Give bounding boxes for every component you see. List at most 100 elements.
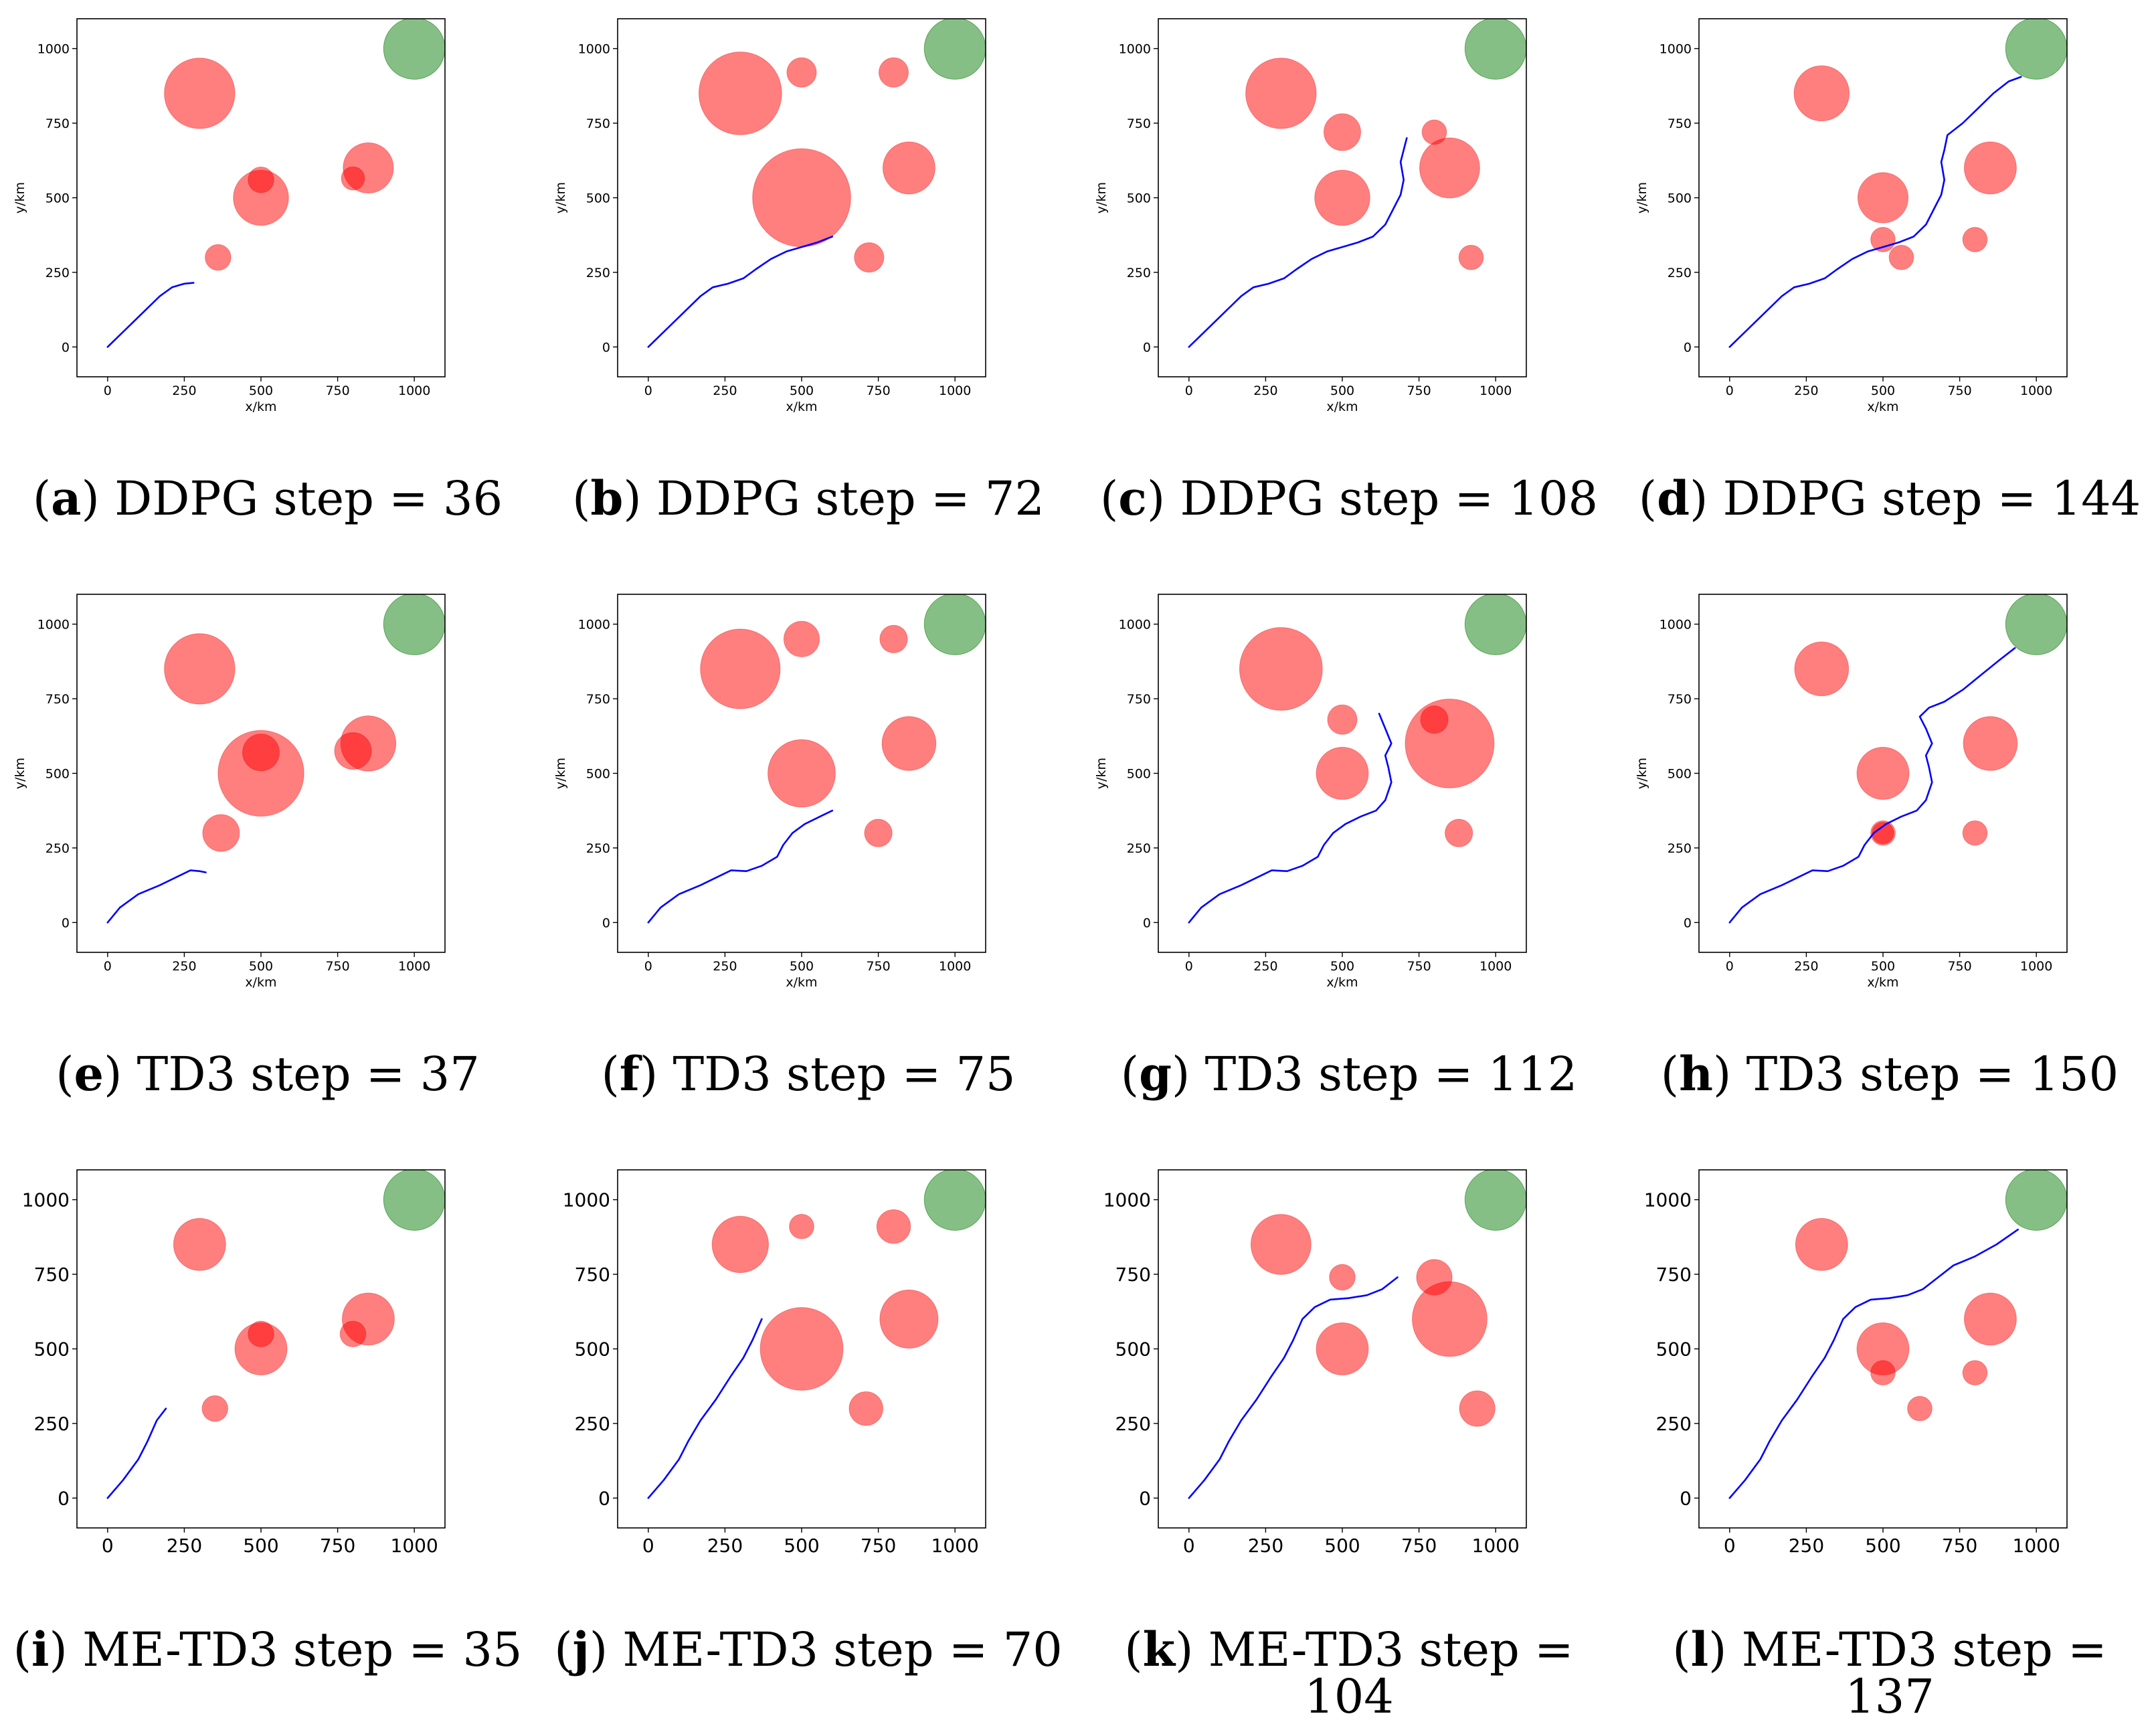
obstacle-circle <box>1327 704 1358 735</box>
y-tick-label: 500 <box>1668 766 1692 781</box>
y-tick-label: 1000 <box>563 1189 610 1211</box>
x-tick-label: 500 <box>1324 1535 1360 1557</box>
goal-circle <box>383 1170 445 1231</box>
obstacle-circle <box>1316 747 1369 800</box>
obstacle-circle <box>700 628 781 709</box>
chart-svg: 0 250 500 750 1000 0 250 500 750 1000 <box>1644 1169 2068 1557</box>
x-tick-label: 750 <box>861 1535 896 1557</box>
obstacle-circle <box>1459 1390 1496 1427</box>
y-tick-label: 1000 <box>1644 1189 1692 1211</box>
y-tick-label: 500 <box>46 191 70 205</box>
x-axis-label: x/km <box>1867 400 1898 414</box>
x-tick-label: 750 <box>320 1535 355 1557</box>
x-tick-label: 0 <box>102 1535 114 1557</box>
trajectory-line <box>1188 1276 1399 1499</box>
y-tick-label: 750 <box>1668 692 1692 707</box>
obstacle-circle <box>1856 747 1910 800</box>
x-tick-label: 500 <box>1330 383 1354 398</box>
x-tick-label: 750 <box>1407 959 1431 974</box>
chart-svg: 0 250 500 750 1000 0 250 500 750 1000 x/km y/km <box>553 18 986 414</box>
chart-svg: 0 250 500 750 1000 0 250 500 750 1000 x/km y/km <box>1094 18 1527 414</box>
plot-l: 0 250 500 750 1000 0 250 500 750 1000 <box>1622 1151 2077 1579</box>
x-axis-label: x/km <box>245 400 276 414</box>
trajectory-line <box>1188 137 1408 348</box>
y-tick-label: 500 <box>586 191 610 205</box>
caption-a: (a) DDPG step = 36 <box>32 470 503 526</box>
y-tick-label: 0 <box>58 1487 70 1509</box>
obstacle-circle <box>1445 818 1473 847</box>
y-axis-label: y/km <box>1094 758 1109 789</box>
x-tick-label: 750 <box>866 959 890 974</box>
y-tick-label: 500 <box>34 1339 70 1361</box>
obstacle-circle <box>752 148 851 248</box>
obstacle-circle <box>173 1218 226 1271</box>
x-tick-label: 500 <box>249 383 273 398</box>
obstacle-circle <box>698 52 782 135</box>
caption-b: (b) DDPG step = 72 <box>572 470 1045 526</box>
x-tick-label: 250 <box>1248 1535 1283 1557</box>
obstacle-circle <box>876 1209 911 1244</box>
panel-c: 0 250 500 750 1000 0 250 500 750 1000 x/km y/km (c)… <box>1081 0 1598 522</box>
x-tick-label: 500 <box>790 959 814 974</box>
obstacle-circle <box>768 739 836 808</box>
y-tick-label: 500 <box>575 1339 610 1361</box>
x-axis-label: x/km <box>1326 975 1358 990</box>
chart-svg: 0 250 500 750 1000 0 250 500 750 1000 <box>563 1169 986 1557</box>
y-tick-label: 0 <box>602 916 610 930</box>
y-axis-label: y/km <box>13 758 27 789</box>
y-tick-label: 500 <box>1127 191 1151 205</box>
trajectory-line <box>647 809 834 924</box>
obstacle-circle <box>1963 716 2018 771</box>
panel-a: 0 250 500 750 1000 0 250 500 750 1000 x/km y/km (a)… <box>0 0 503 522</box>
y-tick-label: 1000 <box>37 41 70 56</box>
chart-svg: 0 250 500 750 1000 0 250 500 750 1000 x/km y/km <box>553 594 986 990</box>
trajectory-line <box>1188 713 1393 924</box>
x-axis-label: x/km <box>1326 400 1358 414</box>
y-axis-label: y/km <box>1635 758 1649 789</box>
x-tick-label: 750 <box>1947 959 1971 974</box>
panel-k: 0 250 500 750 1000 0 250 500 750 1000 (k) ME-TD3 … <box>1081 1151 1574 1720</box>
obstacle-circle <box>1245 58 1317 129</box>
x-tick-label: 1000 <box>2020 383 2052 398</box>
trajectory-line <box>1728 647 2016 924</box>
y-tick-label: 750 <box>46 692 70 707</box>
obstacle-circle <box>1962 1360 1988 1385</box>
plot-e: 0 250 500 750 1000 0 250 500 750 1000 x/km y/km <box>0 576 455 1004</box>
y-tick-label: 750 <box>1127 116 1151 131</box>
obstacle-circle <box>1888 244 1914 270</box>
goal-circle <box>383 594 445 655</box>
y-tick-label: 750 <box>575 1264 610 1286</box>
x-tick-label: 250 <box>1253 959 1277 974</box>
x-tick-label: 500 <box>1871 383 1895 398</box>
obstacle-circle <box>848 1391 883 1426</box>
x-tick-label: 0 <box>104 959 112 974</box>
x-tick-label: 0 <box>644 383 652 398</box>
x-tick-label: 1000 <box>939 959 971 974</box>
y-tick-label: 0 <box>1684 916 1692 930</box>
y-tick-label: 750 <box>1668 116 1692 131</box>
y-tick-label: 0 <box>1143 340 1151 355</box>
obstacle-circle <box>789 1213 814 1239</box>
y-tick-label: 1000 <box>1119 617 1151 632</box>
plot-g: 0 250 500 750 1000 0 250 500 750 1000 x/km y/km <box>1081 576 1536 1004</box>
obstacle-circle <box>217 729 304 817</box>
obstacle-circle <box>711 1215 770 1274</box>
y-tick-label: 0 <box>1139 1487 1151 1509</box>
x-tick-label: 0 <box>1185 383 1193 398</box>
goal-circle <box>1464 1170 1526 1231</box>
goal-circle <box>2005 594 2067 655</box>
obstacle-circle <box>882 141 935 195</box>
y-tick-label: 1000 <box>1119 41 1151 56</box>
x-tick-label: 500 <box>1330 959 1354 974</box>
y-tick-label: 250 <box>1668 266 1692 280</box>
plot-a: 0 250 500 750 1000 0 250 500 750 1000 x/km y/km <box>0 0 455 428</box>
y-tick-label: 500 <box>586 766 610 781</box>
y-tick-label: 250 <box>1127 841 1151 856</box>
chart-svg: 0 250 500 750 1000 0 250 500 750 1000 <box>22 1169 446 1557</box>
x-tick-label: 1000 <box>398 383 430 398</box>
goal-circle <box>2005 1170 2067 1231</box>
goal-circle <box>1464 594 1526 655</box>
x-tick-label: 500 <box>249 959 273 974</box>
y-axis-label: y/km <box>13 182 27 213</box>
x-tick-label: 0 <box>1185 959 1193 974</box>
